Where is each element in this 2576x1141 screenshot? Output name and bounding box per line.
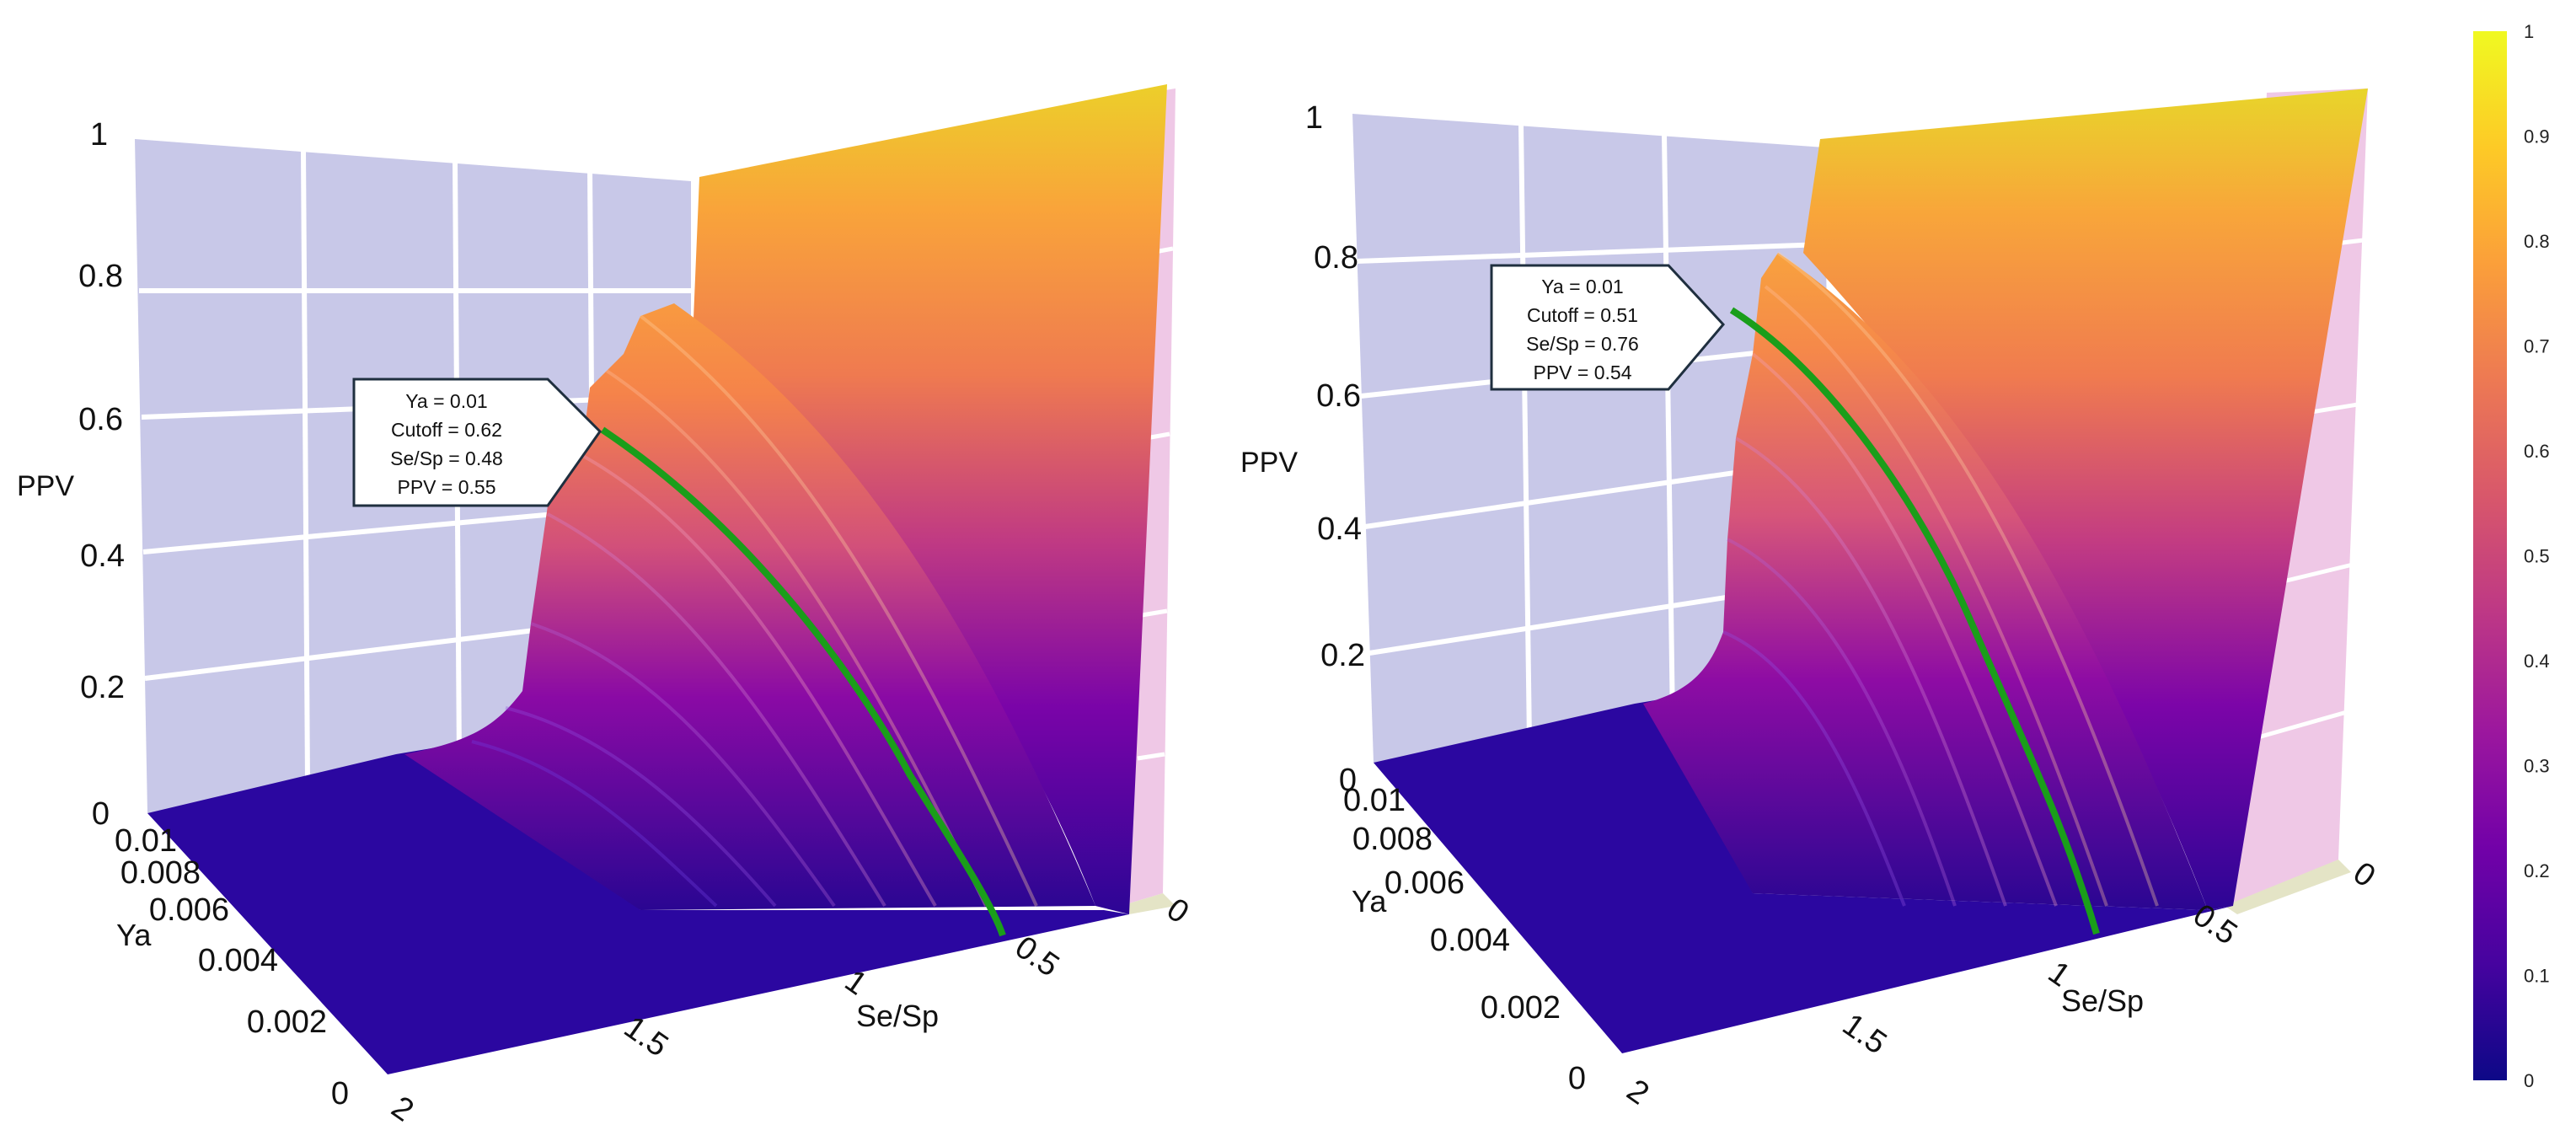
left-surface-back: [691, 84, 1167, 914]
right-chart: Ya = 0.01 Cutoff = 0.51 Se/Sp = 0.76 PPV…: [1240, 88, 2381, 1112]
right-z-tick-3: 0.6: [1316, 378, 1361, 414]
colorbar: 0 0.1 0.2 0.3 0.4 0.5 0.6 0.7 0.8 0.9 1: [2473, 21, 2550, 1091]
left-x-label: Ya: [116, 918, 152, 952]
right-surface-floor: [1374, 691, 2233, 1053]
right-y-tick-1: 1.5: [1836, 1007, 1893, 1062]
right-y-label: Se/Sp: [2061, 983, 2144, 1018]
colorbar-tick-label: 0.3: [2524, 756, 2550, 777]
left-z-tick-1: 0.2: [80, 670, 125, 705]
right-z-tick-2: 0.4: [1317, 512, 1362, 547]
right-surface-front: [1643, 253, 2208, 910]
left-surface-front: [404, 303, 1095, 910]
left-highlight-curve: [600, 426, 1006, 937]
colorbar-tick-label: 0.7: [2524, 336, 2550, 357]
left-chart: Ya = 0.01 Cutoff = 0.62 Se/Sp = 0.48 PPV…: [17, 84, 1195, 1128]
colorbar-bar: [2473, 31, 2507, 1080]
left-z-tick-0: 0: [92, 796, 110, 832]
left-annotation-line-3: Se/Sp = 0.48: [390, 447, 503, 469]
right-z-tick-5: 1: [1305, 100, 1323, 136]
colorbar-tick-label: 0.2: [2524, 860, 2550, 881]
colorbar-tick-label: 0: [2524, 1070, 2534, 1091]
left-x-tick-2: 0.004: [198, 943, 278, 978]
right-annotation-line-1: Ya = 0.01: [1541, 276, 1623, 297]
right-x-tick-0: 0.002: [1481, 990, 1561, 1026]
left-x-tick-1: 0.002: [247, 1004, 327, 1040]
left-x-tick-0: 0: [331, 1076, 349, 1112]
left-annotation: Ya = 0.01 Cutoff = 0.62 Se/Sp = 0.48 PPV…: [352, 378, 602, 507]
right-x-label: Ya: [1352, 884, 1387, 919]
right-y-tick-0: 2: [1620, 1073, 1655, 1112]
right-z-tick-0: 0: [1339, 763, 1357, 798]
left-y-label: Se/Sp: [856, 999, 939, 1033]
left-z-tick-5: 1: [90, 117, 108, 153]
left-z-label: PPV: [17, 470, 74, 502]
right-annotation-line-2: Cutoff = 0.51: [1527, 304, 1638, 326]
right-x-tick-4: 0.01: [1343, 783, 1406, 818]
left-y-tick-0: 2: [385, 1090, 420, 1129]
right-x-tick-1: 0.004: [1430, 923, 1510, 958]
right-annotation-line-4: PPV = 0.54: [1534, 362, 1632, 383]
colorbar-tick-label: 0.9: [2524, 126, 2550, 147]
right-surface-back: [1803, 88, 2368, 910]
right-y-tick-4: 0: [2347, 855, 2381, 895]
right-annotation-line-3: Se/Sp = 0.76: [1526, 333, 1639, 355]
colorbar-ticks: 0 0.1 0.2 0.3 0.4 0.5 0.6 0.7 0.8 0.9 1: [2524, 21, 2550, 1091]
right-z-tick-1: 0.2: [1320, 638, 1365, 673]
right-z-tick-4: 0.8: [1314, 240, 1358, 276]
colorbar-tick-label: 0.8: [2524, 231, 2550, 252]
colorbar-tick-label: 0.5: [2524, 546, 2550, 567]
left-annotation-line-4: PPV = 0.55: [398, 476, 496, 498]
right-x-zero: 0: [1568, 1061, 1586, 1096]
colorbar-tick-label: 0.1: [2524, 966, 2550, 987]
left-z-tick-4: 0.8: [78, 259, 123, 294]
colorbar-tick-label: 0.4: [2524, 651, 2550, 672]
left-annotation-line-2: Cutoff = 0.62: [391, 419, 502, 441]
right-annotation: Ya = 0.01 Cutoff = 0.51 Se/Sp = 0.76 PPV…: [1490, 264, 1726, 391]
right-z-label: PPV: [1240, 447, 1298, 479]
left-annotation-line-1: Ya = 0.01: [405, 390, 487, 412]
left-ridges: [471, 314, 1038, 908]
colorbar-tick-label: 1: [2524, 21, 2534, 42]
left-x-tick-4: 0.008: [120, 855, 201, 891]
right-ridges: [1722, 251, 2159, 907]
left-z-tick-2: 0.4: [80, 538, 125, 574]
left-x-tick-5: 0.01: [115, 823, 177, 859]
right-highlight-curve: [1729, 307, 2100, 935]
right-x-tick-3: 0.008: [1352, 822, 1433, 857]
left-z-tick-3: 0.6: [78, 402, 123, 437]
colorbar-tick-label: 0.6: [2524, 441, 2550, 462]
right-x-tick-2: 0.006: [1384, 865, 1465, 901]
left-x-tick-3: 0.006: [149, 892, 229, 928]
